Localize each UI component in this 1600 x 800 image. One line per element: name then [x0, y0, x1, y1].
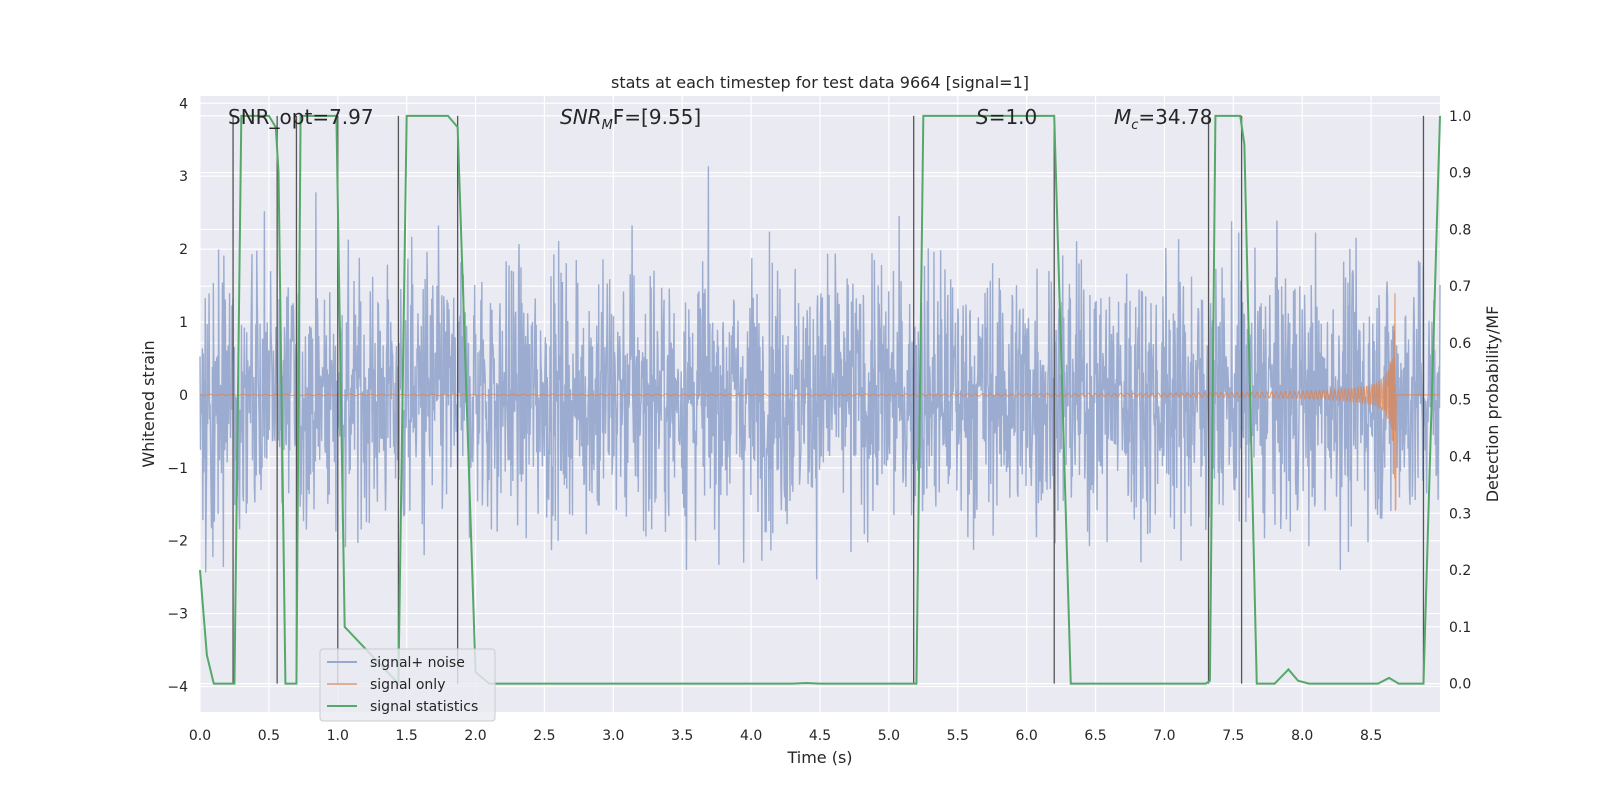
series-signal-noise — [199, 166, 1441, 580]
x-tick-label: 8.0 — [1291, 728, 1313, 744]
y-left-tick-label: −4 — [167, 679, 188, 695]
x-tick-label: 2.0 — [464, 728, 486, 744]
x-tick-label: 6.5 — [1084, 728, 1106, 744]
x-axis-label: Time (s) — [786, 748, 852, 767]
annotation-mc: Mc=34.78 — [1114, 105, 1212, 133]
line-signal-statistics — [199, 114, 1441, 687]
annotation-s-symbol: S — [976, 105, 989, 129]
annotation-snr-mf-value: F=[9.55] — [613, 105, 701, 129]
annotation-snr-mf-symbol: SNR — [560, 105, 602, 129]
x-tick-label: 5.0 — [878, 728, 900, 744]
y-left-tick-label: 3 — [179, 169, 188, 185]
line-signal-only — [199, 293, 1440, 511]
y-right-tick-label: 0.1 — [1449, 620, 1471, 636]
annotation-snr-mf: SNRMF=[9.55] — [560, 105, 701, 133]
x-tick-label: 1.5 — [396, 728, 418, 744]
y-axis-label-right: Detection probability/MF — [1483, 306, 1502, 503]
x-tick-label: 3.5 — [671, 728, 693, 744]
x-tick-labels: 0.0 0.5 1.0 1.5 2.0 2.5 3.0 3.5 4.0 4.5 5.0 5.5 6.0 6… — [189, 728, 1382, 744]
legend-box — [319, 648, 496, 722]
y-axis-label-left: Whitened strain — [139, 340, 158, 467]
chart-title: stats at each timestep for test data 966… — [611, 73, 1029, 92]
annotation-snr-mf-subscript: M — [602, 118, 613, 133]
y-right-tick-label: 0.6 — [1449, 336, 1471, 352]
y-right-tick-labels: 0.0 0.1 0.2 0.3 0.4 0.5 0.6 0.7 0.8 0.9 1.0 — [1449, 109, 1471, 693]
x-tick-label: 0.0 — [189, 728, 211, 744]
line-signal-noise — [199, 166, 1441, 580]
series-signal-only — [199, 293, 1440, 511]
y-right-tick-label: 0.4 — [1449, 450, 1471, 466]
x-tick-label: 0.5 — [258, 728, 280, 744]
x-tick-label: 7.0 — [1153, 728, 1175, 744]
y-left-tick-label: 4 — [179, 96, 188, 112]
y-right-tick-label: 0.8 — [1449, 222, 1471, 238]
y-left-tick-label: −1 — [167, 461, 188, 477]
x-tick-label: 6.0 — [1016, 728, 1038, 744]
annotation-mc-value: =34.78 — [1138, 105, 1212, 129]
annotation-mc-symbol: M — [1114, 105, 1131, 129]
y-left-tick-labels: −4 −3 −2 −1 0 1 2 3 4 — [167, 96, 188, 695]
y-left-tick-label: −3 — [167, 607, 188, 623]
legend-label-signal-statistics: signal statistics — [370, 699, 478, 715]
y-right-tick-label: 1.0 — [1449, 109, 1471, 125]
x-tick-label: 8.5 — [1360, 728, 1382, 744]
y-right-tick-label: 0.9 — [1449, 166, 1471, 182]
y-left-tick-label: 0 — [179, 388, 188, 404]
annotations: SNR_opt=7.97 SNRMF=[9.55] S=1.0 Mc=34.78 — [228, 105, 1212, 133]
x-tick-label: 1.0 — [327, 728, 349, 744]
legend-label-signal-only: signal only — [370, 677, 445, 693]
annotation-mc-subscript: c — [1131, 118, 1138, 133]
y-left-tick-label: 1 — [179, 315, 188, 331]
y-left-tick-label: −2 — [167, 534, 188, 550]
x-tick-label: 3.0 — [602, 728, 624, 744]
x-tick-label: 7.5 — [1222, 728, 1244, 744]
y-right-tick-label: 0.3 — [1449, 506, 1471, 522]
x-tick-label: 5.5 — [947, 728, 969, 744]
legend: signal+ noise signal only signal statist… — [319, 648, 496, 722]
x-tick-label: 2.5 — [533, 728, 555, 744]
y-right-tick-label: 0.2 — [1449, 563, 1471, 579]
annotation-s: S=1.0 — [976, 105, 1037, 129]
series-signal-statistics — [199, 114, 1441, 687]
x-tick-label: 4.5 — [809, 728, 831, 744]
legend-label-signal-noise: signal+ noise — [370, 655, 465, 671]
y-right-tick-label: 0.5 — [1449, 393, 1471, 409]
y-right-tick-label: 0.7 — [1449, 279, 1471, 295]
y-right-tick-label: 0.0 — [1449, 677, 1471, 693]
annotation-s-value: =1.0 — [989, 105, 1038, 129]
x-tick-label: 4.0 — [740, 728, 762, 744]
annotation-snr-opt: SNR_opt=7.97 — [228, 105, 374, 129]
y-left-tick-label: 2 — [179, 242, 188, 258]
